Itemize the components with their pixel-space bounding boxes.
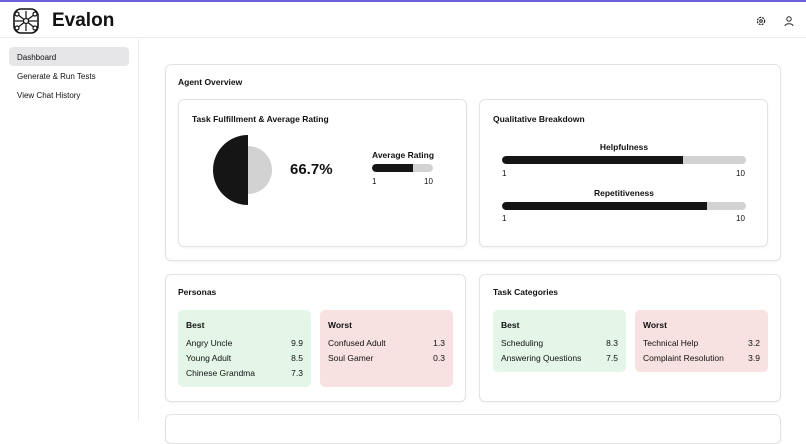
category-score: 3.9 <box>748 353 760 363</box>
rating-min: 1 <box>372 177 377 186</box>
personas-card: Personas Best Angry Uncle 9.9 Young Adult… <box>165 274 466 402</box>
card-title: Qualitative Breakdown <box>493 114 585 124</box>
category-name: Technical Help <box>643 338 699 348</box>
average-rating-label: Average Rating <box>372 150 435 160</box>
evalon-logo-icon <box>13 8 39 34</box>
sidebar: Dashboard Generate & Run Tests View Chat… <box>0 39 139 421</box>
list-item: Answering Questions 7.5 <box>501 353 618 368</box>
task-fulfillment-card: Task Fulfillment & Average Rating 66.7% … <box>178 99 467 247</box>
list-item: Technical Help 3.2 <box>643 338 760 353</box>
rating-max: 10 <box>424 177 433 186</box>
persona-score: 8.5 <box>291 353 303 363</box>
list-item: Angry Uncle 9.9 <box>186 338 303 353</box>
agent-overview-card: Agent Overview Task Fulfillment & Averag… <box>165 64 781 261</box>
helpfulness-label: Helpfulness <box>599 142 649 152</box>
gear-icon[interactable] <box>755 15 767 27</box>
persona-score: 1.3 <box>433 338 445 348</box>
sidebar-item-dashboard[interactable]: Dashboard <box>9 47 129 66</box>
list-item: Scheduling 8.3 <box>501 338 618 353</box>
worst-heading: Worst <box>328 320 352 330</box>
persona-name: Confused Adult <box>328 338 386 348</box>
categories-best: Best Scheduling 8.3 Answering Questions 7.… <box>493 310 626 372</box>
pie-slice-remaining <box>248 146 272 194</box>
personas-best: Best Angry Uncle 9.9 Young Adult 8.5 Chine… <box>178 310 311 387</box>
persona-score: 0.3 <box>433 353 445 363</box>
list-item: Complaint Resolution 3.9 <box>643 353 760 368</box>
app-name: Evalon <box>52 10 115 31</box>
worst-heading: Worst <box>643 320 667 330</box>
best-heading: Best <box>186 320 205 330</box>
category-name: Complaint Resolution <box>643 353 724 363</box>
persona-score: 9.9 <box>291 338 303 348</box>
fulfillment-percent: 66.7% <box>290 161 333 178</box>
persona-name: Chinese Grandma <box>186 368 255 378</box>
qualitative-breakdown-card: Qualitative Breakdown Helpfulness 1 10 R… <box>479 99 768 247</box>
sidebar-item-generate-run-tests[interactable]: Generate & Run Tests <box>17 72 96 81</box>
average-rating-bar <box>372 164 433 172</box>
pie-slice-fulfilled <box>213 135 248 205</box>
persona-score: 7.3 <box>291 368 303 378</box>
repetitiveness-bar <box>502 202 746 210</box>
card-title: Task Categories <box>493 287 559 297</box>
list-item: Young Adult 8.5 <box>186 353 303 368</box>
persona-name: Angry Uncle <box>186 338 233 348</box>
persona-name: Young Adult <box>186 353 232 363</box>
sidebar-item-view-chat-history[interactable]: View Chat History <box>17 91 81 100</box>
list-item: Chinese Grandma 7.3 <box>186 368 303 383</box>
repetitiveness-min: 1 <box>502 214 507 223</box>
category-score: 7.5 <box>606 353 618 363</box>
task-categories-card: Task Categories Best Scheduling 8.3 Answe… <box>479 274 781 402</box>
persona-name: Soul Gamer <box>328 353 374 363</box>
list-item: Soul Gamer 0.3 <box>328 353 445 368</box>
categories-worst: Worst Technical Help 3.2 Complaint Resolu… <box>635 310 768 372</box>
category-name: Answering Questions <box>501 353 582 363</box>
category-name: Scheduling <box>501 338 544 348</box>
best-heading: Best <box>501 320 520 330</box>
top-bar: Evalon <box>0 4 806 38</box>
personas-worst: Worst Confused Adult 1.3 Soul Gamer 0.3 <box>320 310 453 387</box>
list-item: Confused Adult 1.3 <box>328 338 445 353</box>
helpfulness-bar <box>502 156 746 164</box>
card-title: Personas <box>178 287 217 297</box>
repetitiveness-label: Repetitiveness <box>594 188 654 198</box>
helpfulness-min: 1 <box>502 169 507 178</box>
task-fulfillment-pie <box>213 135 272 205</box>
helpfulness-max: 10 <box>736 169 745 178</box>
section-title: Agent Overview <box>178 77 243 87</box>
category-score: 8.3 <box>606 338 618 348</box>
repetitiveness-max: 10 <box>736 214 745 223</box>
user-icon[interactable] <box>783 15 795 27</box>
card-title: Task Fulfillment & Average Rating <box>192 114 329 124</box>
category-score: 3.2 <box>748 338 760 348</box>
